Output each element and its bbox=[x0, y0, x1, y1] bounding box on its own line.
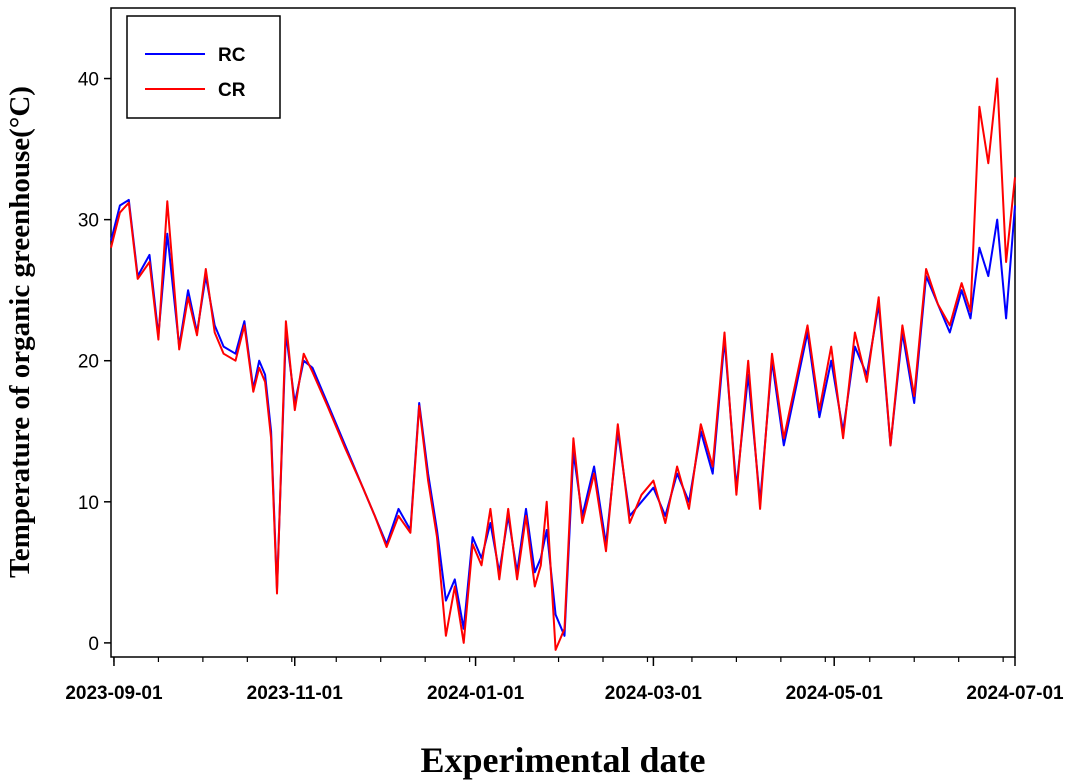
x-tick-label: 2023-11-01 bbox=[247, 683, 344, 704]
x-axis: 2023-09-01 2023-11-01 2024-01-01 2024-03-01… bbox=[65, 657, 1064, 704]
y-axis-title: Temperature of organic greenhouse(°C) bbox=[4, 86, 36, 578]
legend-label-cr: CR bbox=[218, 80, 246, 101]
legend-label-rc: RC bbox=[218, 45, 246, 66]
series-line-rc bbox=[110, 198, 1016, 637]
y-tick-label: 40 bbox=[78, 70, 99, 91]
legend-box bbox=[126, 15, 281, 119]
y-tick-label: 0 bbox=[88, 634, 99, 655]
x-tick-label: 2024-07-01 bbox=[966, 683, 1064, 704]
y-tick-label: 10 bbox=[78, 493, 99, 514]
x-tick-label: 2023-09-01 bbox=[65, 683, 163, 704]
x-tick-label: 2024-01-01 bbox=[427, 683, 525, 704]
series-layer bbox=[110, 77, 1016, 651]
x-tick-label: 2024-05-01 bbox=[786, 683, 884, 704]
series-line-cr bbox=[110, 77, 1016, 651]
x-tick-label: 2024-03-01 bbox=[605, 683, 703, 704]
x-axis-title: Experimental date bbox=[421, 740, 706, 780]
legend: RC CR bbox=[126, 15, 281, 119]
y-tick-label: 20 bbox=[78, 352, 99, 373]
y-tick-label: 30 bbox=[78, 211, 99, 232]
y-axis: 0 10 20 30 40 bbox=[78, 70, 111, 655]
plot-frame bbox=[110, 7, 1016, 658]
